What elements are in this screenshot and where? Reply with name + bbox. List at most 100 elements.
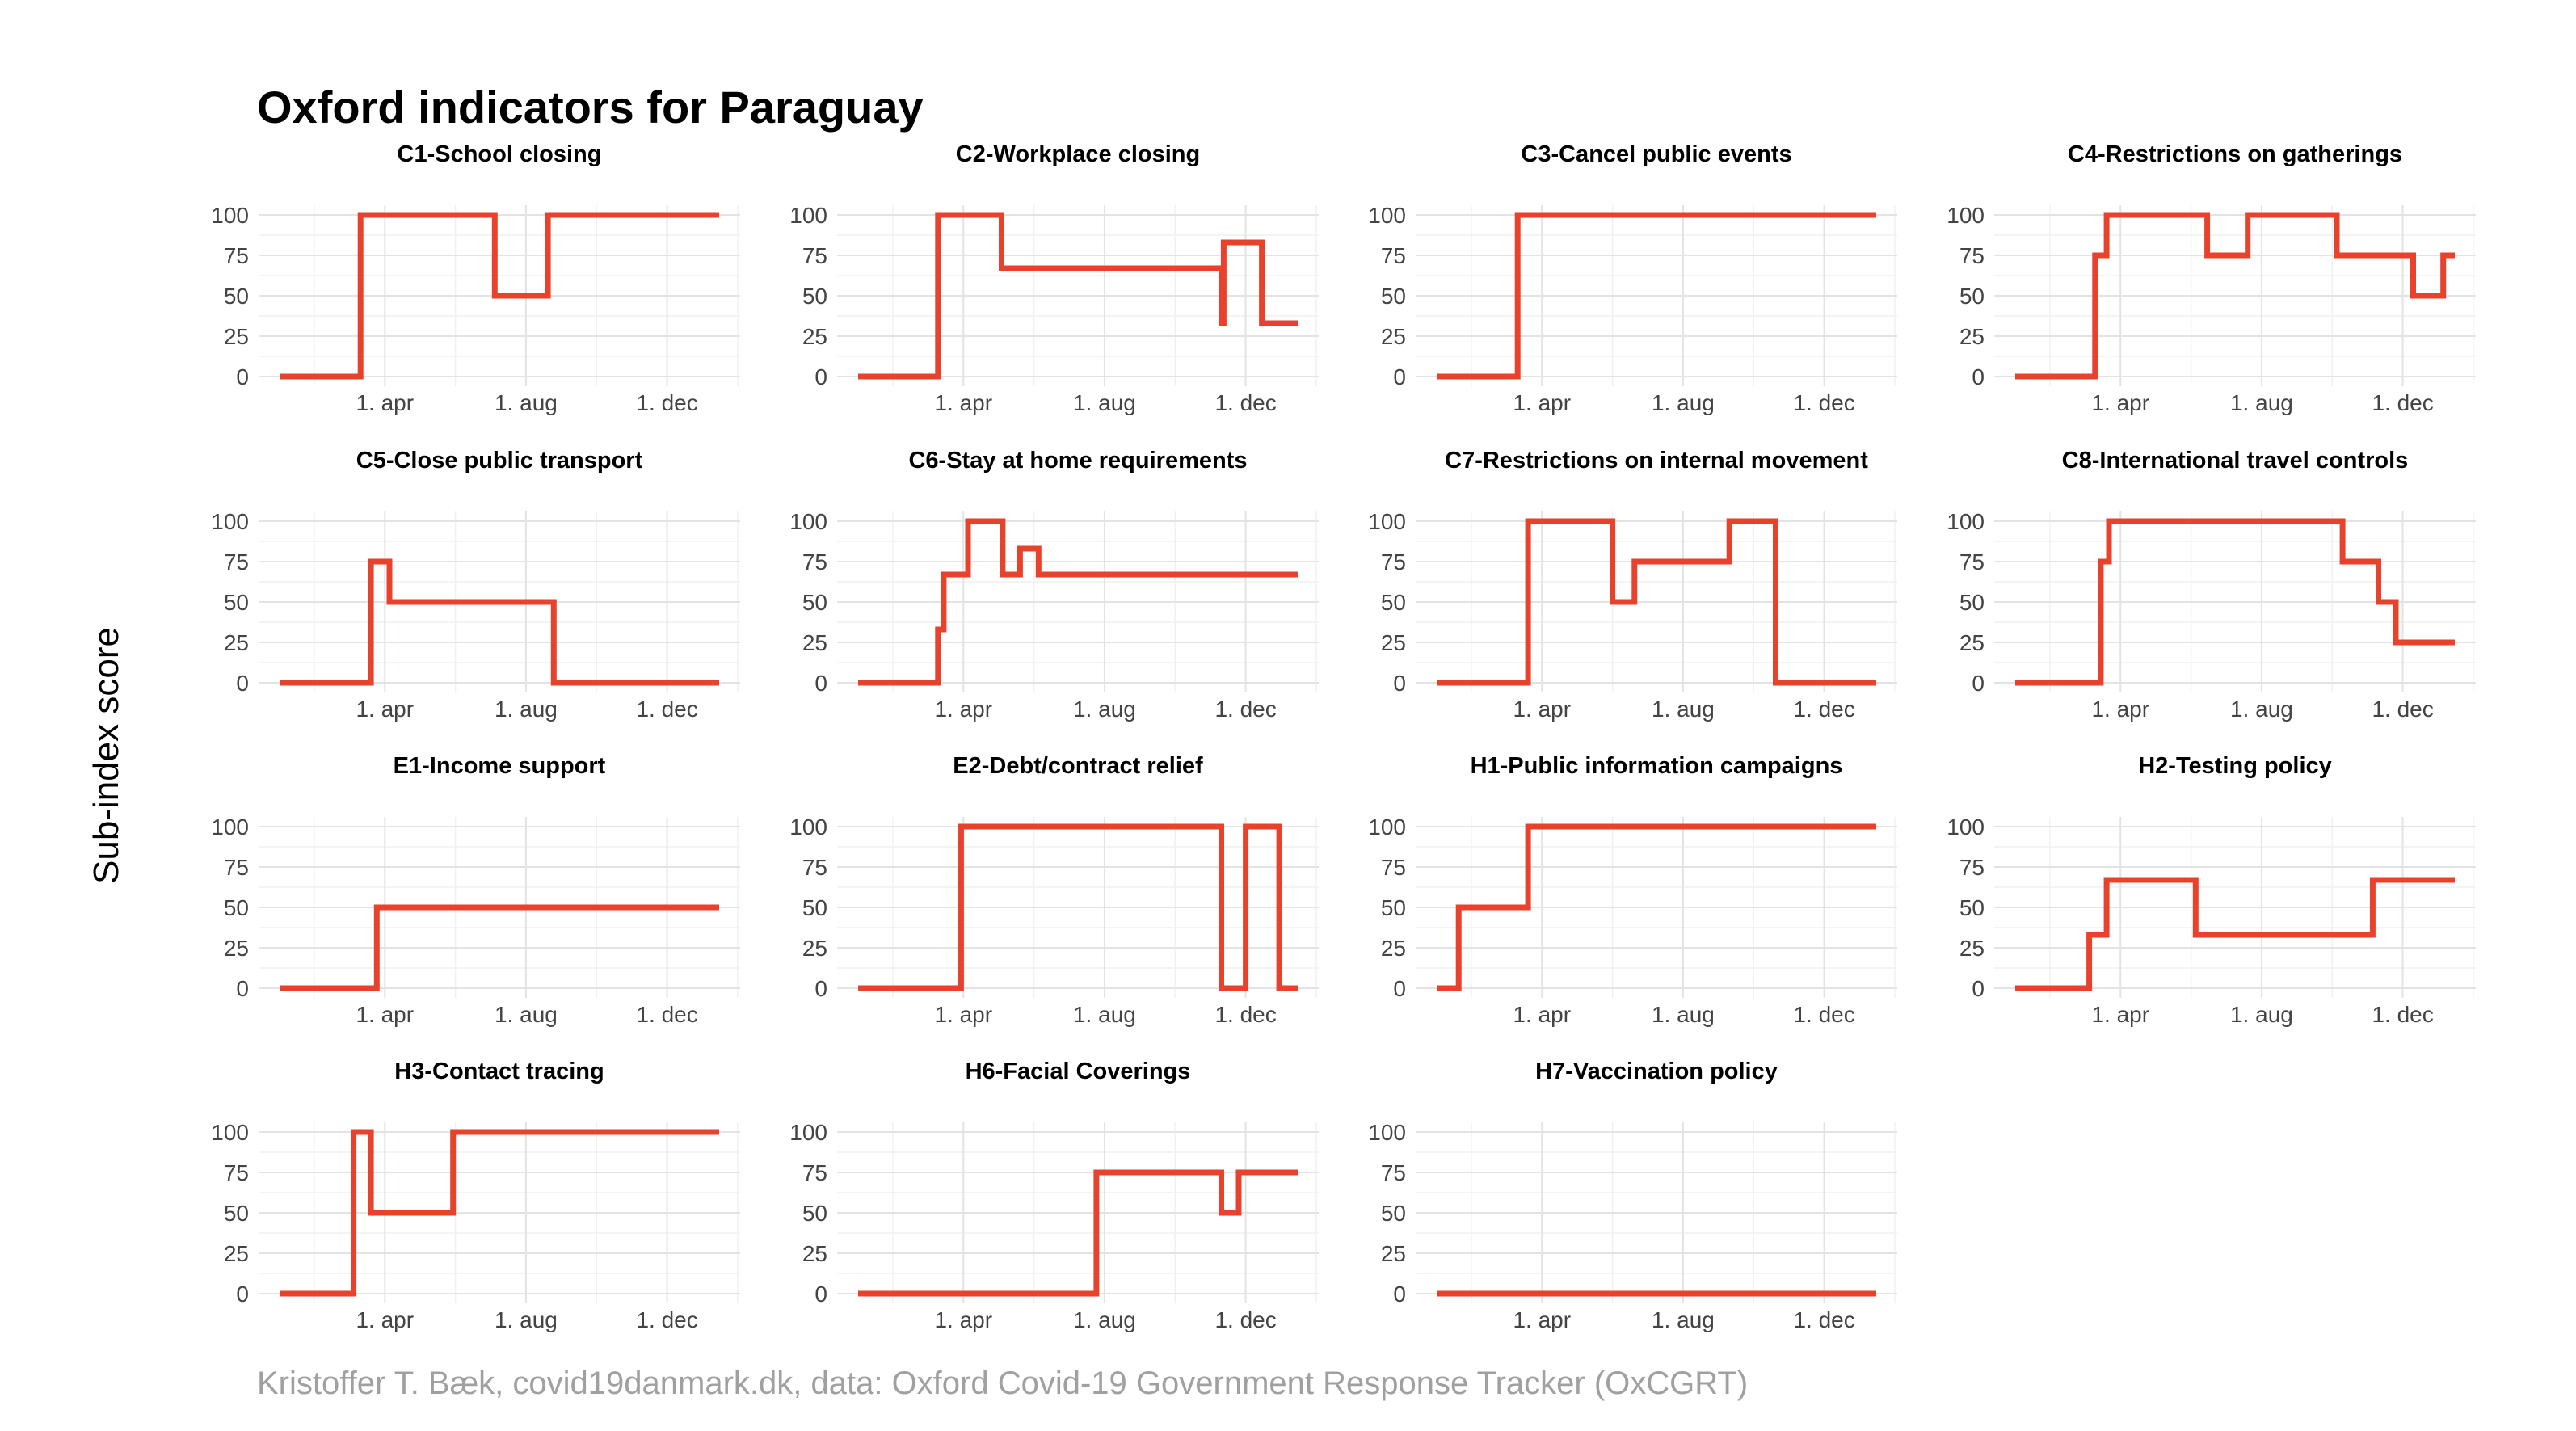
y-tick-label: 0	[1393, 1282, 1406, 1307]
y-tick-label: 100	[1947, 203, 1985, 228]
y-tick-label: 25	[1959, 630, 1985, 655]
series-line	[1437, 212, 1876, 380]
y-tick-label: 25	[1381, 936, 1406, 961]
panel-title: C6-Stay at home requirements	[908, 448, 1247, 473]
y-tick-label: 75	[224, 1160, 249, 1185]
y-tick-label: 25	[224, 936, 249, 961]
panel: E2-Debt/contract relief 0 25 50 75 100 1. apr 1…	[789, 753, 1319, 1027]
x-tick-label: 1. dec	[1793, 1002, 1854, 1027]
x-tick-label: 1. apr	[356, 390, 414, 415]
y-tick-label: 75	[1959, 855, 1985, 880]
panel: H2-Testing policy 0 25 50 75 100 1. apr 1. aug 1…	[1947, 753, 2476, 1027]
x-tick-label: 1. dec	[1793, 697, 1854, 722]
y-tick-label: 25	[1381, 324, 1406, 349]
chart-title: Oxford indicators for Paraguay	[257, 82, 924, 133]
y-tick-label: 75	[1381, 855, 1406, 880]
x-tick-label: 1. aug	[1073, 697, 1136, 722]
x-tick-label: 1. aug	[495, 1002, 558, 1027]
x-tick-label: 1. apr	[1513, 1307, 1571, 1332]
x-tick-label: 1. dec	[636, 1002, 697, 1027]
source-caption: Kristoffer T. Bæk, covid19danmark.dk, da…	[257, 1366, 1749, 1401]
panel-title: C3-Cancel public events	[1521, 141, 1791, 167]
x-tick-label: 1. aug	[1652, 1002, 1715, 1027]
series-line	[280, 558, 719, 686]
y-tick-label: 75	[802, 855, 827, 880]
series-line	[1437, 823, 1876, 991]
series-line	[858, 823, 1298, 991]
panel-title: H1-Public information campaigns	[1471, 753, 1843, 779]
y-tick-label: 75	[802, 1160, 827, 1185]
x-tick-label: 1. apr	[1513, 697, 1571, 722]
y-tick-label: 75	[802, 549, 827, 575]
y-tick-label: 50	[224, 1201, 249, 1226]
x-tick-label: 1. aug	[1073, 390, 1136, 415]
series-line	[280, 904, 719, 991]
x-tick-label: 1. aug	[2230, 390, 2293, 415]
x-tick-label: 1. aug	[1073, 1002, 1136, 1027]
x-tick-label: 1. dec	[1214, 1002, 1276, 1027]
panel-title: C8-International travel controls	[2062, 448, 2409, 473]
y-tick-label: 75	[1381, 1160, 1406, 1185]
y-tick-label: 100	[1947, 509, 1985, 534]
y-tick-label: 100	[789, 509, 827, 534]
series-line	[858, 1169, 1298, 1297]
panel: C5-Close public transport 0 25 50 75 100 1. ap…	[211, 448, 740, 722]
y-tick-label: 100	[1368, 509, 1406, 534]
x-tick-label: 1. aug	[1652, 697, 1715, 722]
panel: C7-Restrictions on internal movement 0 25 5…	[1368, 448, 1897, 722]
y-tick-label: 0	[1393, 364, 1406, 389]
x-tick-label: 1. apr	[2091, 697, 2149, 722]
y-tick-label: 0	[814, 364, 827, 389]
y-tick-label: 75	[1959, 549, 1985, 575]
y-tick-label: 25	[802, 936, 827, 961]
y-tick-label: 25	[1959, 324, 1985, 349]
y-tick-label: 0	[1393, 976, 1406, 1001]
y-tick-label: 50	[224, 895, 249, 920]
x-tick-label: 1. aug	[495, 1307, 558, 1332]
x-tick-label: 1. apr	[934, 1307, 992, 1332]
panel: H7-Vaccination policy 0 25 50 75 100 1. apr 1. …	[1368, 1059, 1897, 1332]
panel-title: H7-Vaccination policy	[1535, 1059, 1778, 1084]
panel-title: C7-Restrictions on internal movement	[1445, 448, 1868, 473]
y-tick-label: 75	[224, 855, 249, 880]
y-tick-label: 100	[1368, 1120, 1406, 1145]
x-tick-label: 1. apr	[934, 390, 992, 415]
y-tick-label: 50	[802, 1201, 827, 1226]
y-tick-label: 100	[789, 814, 827, 840]
x-tick-label: 1. dec	[1793, 390, 1854, 415]
panel: C2-Workplace closing 0 25 50 75 100 1. apr 1. a…	[789, 141, 1319, 415]
y-tick-label: 0	[814, 671, 827, 696]
panel-title: E2-Debt/contract relief	[953, 753, 1203, 779]
x-tick-label: 1. aug	[495, 697, 558, 722]
panel: C6-Stay at home requirements 0 25 50 75 100 1.…	[789, 448, 1319, 722]
panel-title: C5-Close public transport	[356, 448, 643, 473]
panel-title: H2-Testing policy	[2138, 753, 2332, 779]
panel: C4-Restrictions on gatherings 0 25 50 75 100 1…	[1947, 141, 2476, 415]
y-tick-label: 50	[224, 284, 249, 309]
x-tick-label: 1. apr	[356, 697, 414, 722]
y-tick-label: 0	[236, 671, 249, 696]
y-tick-label: 100	[1368, 814, 1406, 840]
y-tick-label: 50	[802, 590, 827, 615]
x-tick-label: 1. apr	[356, 1307, 414, 1332]
panel-title: C2-Workplace closing	[956, 141, 1200, 167]
y-tick-label: 50	[1959, 895, 1985, 920]
y-tick-label: 50	[1381, 284, 1406, 309]
y-tick-label: 25	[802, 324, 827, 349]
x-tick-label: 1. dec	[2372, 390, 2433, 415]
panel: H6-Facial Coverings 0 25 50 75 100 1. apr 1. au…	[789, 1059, 1319, 1332]
y-tick-label: 0	[814, 976, 827, 1001]
y-tick-label: 50	[1959, 284, 1985, 309]
panel-title: H6-Facial Coverings	[966, 1059, 1191, 1084]
y-tick-label: 25	[224, 630, 249, 655]
y-tick-label: 0	[236, 976, 249, 1001]
y-tick-label: 25	[1381, 630, 1406, 655]
x-tick-label: 1. apr	[934, 697, 992, 722]
y-tick-label: 0	[1972, 976, 1985, 1001]
y-tick-label: 100	[211, 509, 249, 534]
x-tick-label: 1. dec	[1793, 1307, 1854, 1332]
y-tick-label: 50	[802, 895, 827, 920]
panel-title: C4-Restrictions on gatherings	[2068, 141, 2402, 167]
y-tick-label: 50	[1381, 590, 1406, 615]
y-tick-label: 75	[1381, 549, 1406, 575]
